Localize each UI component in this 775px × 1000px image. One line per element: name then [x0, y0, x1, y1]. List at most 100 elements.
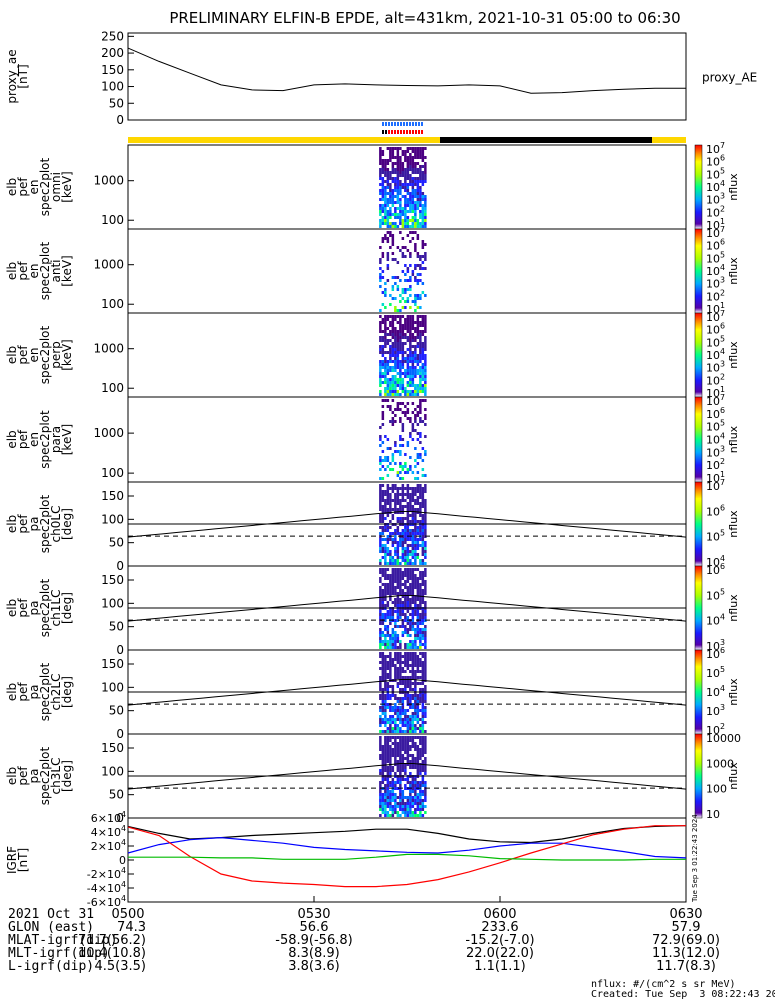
ch1LC-cell: [379, 634, 382, 637]
ch3LC-cell: [386, 748, 390, 751]
ch1LC-cell: [391, 610, 395, 613]
ch3LC-cell: [404, 769, 407, 772]
anti-cell: [386, 258, 390, 261]
para-cell: [411, 471, 415, 474]
ch0LC-cell: [421, 538, 425, 541]
ch1LC-cell: [406, 595, 410, 598]
ch2LC-cell: [414, 730, 417, 733]
perp-cell: [396, 354, 400, 357]
ch1LC-cell: [389, 577, 392, 580]
perp-cell: [416, 321, 420, 324]
ch2LC-cell: [381, 676, 385, 679]
ch3LC-cell: [406, 814, 410, 817]
ch3LC-cell: [381, 754, 385, 757]
omni-cell: [394, 201, 397, 204]
ch0LC-cell: [419, 562, 422, 565]
ch2LC-cell: [399, 709, 402, 712]
para-cell: [416, 453, 420, 456]
ch2LC-cell: [389, 658, 392, 661]
ch3LC-cell: [386, 751, 390, 754]
para-cell: [399, 435, 402, 438]
ch0LC-cell: [381, 556, 385, 559]
ch0LC-cell: [411, 487, 415, 490]
ch3LC-cell: [411, 796, 415, 799]
para-cell: [384, 468, 387, 471]
ch1LC-cell: [396, 610, 400, 613]
para-cell: [404, 414, 407, 417]
ch1LC-cell: [409, 598, 412, 601]
ch2LC-cell: [384, 661, 387, 664]
ch0LC-cell: [401, 550, 405, 553]
ch2LC-cell: [404, 664, 407, 667]
perp-cell: [386, 333, 390, 336]
ch0LC-cell: [404, 535, 407, 538]
para-cell: [394, 420, 397, 423]
ch3LC-cell: [409, 766, 412, 769]
ch3LC-cell: [404, 739, 407, 742]
ch2LC-cell: [399, 721, 402, 724]
ch2LC-cell: [411, 697, 415, 700]
anti-cell: [411, 270, 415, 273]
para-cell: [414, 429, 417, 432]
para-cell: [419, 399, 422, 402]
omni-cell: [391, 198, 395, 201]
perp-cell: [381, 354, 385, 357]
perp-cell: [401, 378, 405, 381]
anti-cell: [401, 246, 405, 249]
ch1LC-cell: [389, 598, 392, 601]
perp-cell: [396, 393, 400, 396]
ch2LC-cell: [421, 715, 425, 718]
anti-cell: [381, 303, 385, 306]
perp-cell: [399, 366, 402, 369]
anti-cell: [416, 306, 420, 309]
anti-cell: [379, 273, 382, 276]
ch1LC-cell: [386, 613, 390, 616]
ch2LC-cell: [396, 727, 400, 730]
perp-cell: [424, 339, 427, 342]
ch2LC-cell: [411, 724, 415, 727]
omni-cell: [404, 186, 407, 189]
anti-cell: [421, 255, 425, 258]
omni-cell: [381, 159, 385, 162]
para-ylabel: en: [27, 432, 41, 447]
anti-cell: [381, 291, 385, 294]
ch0LC-cell: [394, 493, 397, 496]
omni-cell: [421, 147, 425, 150]
ch3LC-cell: [424, 748, 427, 751]
ch2LC-cell: [409, 670, 412, 673]
anti-cell: [409, 240, 412, 243]
ch1LC-cell: [381, 622, 385, 625]
anti-cell: [409, 231, 412, 234]
perp-cell: [394, 387, 397, 390]
omni-cell: [419, 156, 422, 159]
ch3LC-cell: [391, 751, 395, 754]
ch2LC-cell: [421, 682, 425, 685]
omni-cell: [424, 216, 427, 219]
ch0LC-cell: [399, 517, 402, 520]
omni-cell: [396, 174, 400, 177]
ch0LC-cell: [416, 496, 420, 499]
ch0LC-cell: [419, 514, 422, 517]
ch2LC-cell: [404, 661, 407, 664]
perp-cell: [424, 375, 427, 378]
ch3LC-cell: [414, 793, 417, 796]
ch2LC-cell: [419, 697, 422, 700]
ch1LC-cell: [394, 631, 397, 634]
omni-cell: [406, 225, 410, 228]
perp-cell: [419, 330, 422, 333]
perp-cell: [389, 378, 392, 381]
ch1LC-cell: [416, 625, 420, 628]
igrf-ylabel: IGRF: [5, 846, 19, 874]
ch2LC-cell: [381, 730, 385, 733]
ch3LC-cell: [404, 772, 407, 775]
ch2LC-cell: [411, 727, 415, 730]
anti-cell: [419, 279, 422, 282]
perp-cell: [424, 348, 427, 351]
ch2LC-cell: [421, 703, 425, 706]
ch2LC-cell: [404, 721, 407, 724]
ch1LC-cell: [391, 640, 395, 643]
ch1LC-cell: [416, 583, 420, 586]
anti-cell: [386, 237, 390, 240]
ch3LC-cell: [421, 778, 425, 781]
anti-cell: [389, 234, 392, 237]
